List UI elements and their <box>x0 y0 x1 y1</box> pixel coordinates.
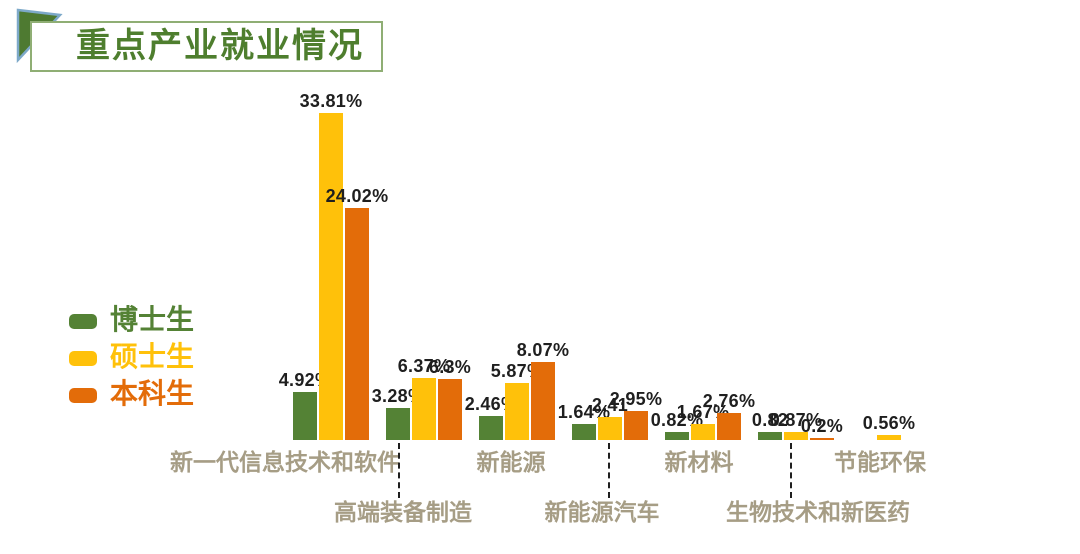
bar-doctoral-0 <box>293 392 317 440</box>
bar-undergraduate-1 <box>438 379 462 440</box>
bar-undergraduate-4 <box>717 413 741 440</box>
value-label-doctoral-4: 0.82% <box>650 410 704 430</box>
value-label-undergraduate-2: 8.07% <box>516 340 570 360</box>
bar-masters-6 <box>877 435 901 440</box>
bar-doctoral-5 <box>758 432 782 440</box>
value-label-undergraduate-5: 0.2% <box>800 416 844 436</box>
value-label-doctoral-1: 3.28% <box>371 386 425 406</box>
category-label-5: 生物技术和新医药 <box>726 499 910 525</box>
legend-label-doctoral: 博士生 <box>110 305 195 336</box>
bar-undergraduate-0 <box>345 208 369 440</box>
value-label-masters-5: 0.87% <box>769 410 823 430</box>
category-label-1: 高端装备制造 <box>334 499 472 525</box>
category-label-2: 新能源 <box>476 449 546 475</box>
bar-undergraduate-5 <box>810 438 834 440</box>
value-label-masters-3: 2.41 <box>591 395 629 415</box>
bar-masters-4 <box>691 424 715 440</box>
value-label-masters-0: 33.81% <box>299 91 363 111</box>
title-box: 重点产业就业情况 <box>30 21 383 72</box>
value-label-doctoral-5: 0.82 <box>751 410 789 430</box>
legend: 博士生 硕士生 本科生 <box>69 306 194 417</box>
legend-label-undergraduate: 本科生 <box>110 379 195 410</box>
value-label-undergraduate-1: 6.3% <box>428 357 472 377</box>
bar-masters-0 <box>319 113 343 440</box>
bar-doctoral-3 <box>572 424 596 440</box>
value-label-masters-1: 6.37% <box>397 356 451 376</box>
legend-item-doctoral: 博士生 <box>69 306 194 336</box>
bar-undergraduate-3 <box>624 411 648 440</box>
category-label-3: 新能源汽车 <box>544 499 660 525</box>
value-label-undergraduate-3: 2.95% <box>609 389 663 409</box>
bar-doctoral-2 <box>479 416 503 440</box>
value-label-doctoral-2: 2.46% <box>464 394 518 414</box>
bar-doctoral-1 <box>386 408 410 440</box>
value-label-masters-2: 5.87% <box>490 361 544 381</box>
legend-item-masters: 硕士生 <box>69 343 194 373</box>
legend-label-masters: 硕士生 <box>110 342 195 373</box>
bar-masters-5 <box>784 432 808 440</box>
value-label-masters-4: 1.67% <box>676 402 730 422</box>
legend-swatch-masters <box>69 350 97 366</box>
dash-connector-1 <box>398 443 400 498</box>
value-label-doctoral-0: 4.92% <box>278 370 332 390</box>
value-label-undergraduate-0: 24.02% <box>325 186 389 206</box>
bar-undergraduate-2 <box>531 362 555 440</box>
legend-swatch-undergraduate <box>69 387 97 403</box>
legend-item-undergraduate: 本科生 <box>69 380 194 410</box>
dash-connector-3 <box>608 443 610 498</box>
category-label-0: 新一代信息技术和软件 <box>170 449 400 475</box>
category-label-6: 节能环保 <box>834 449 926 475</box>
legend-swatch-doctoral <box>69 313 97 329</box>
page-title: 重点产业就业情况 <box>76 27 364 65</box>
category-label-4: 新材料 <box>664 449 734 475</box>
bar-masters-1 <box>412 378 436 440</box>
value-label-undergraduate-4: 2.76% <box>702 391 756 411</box>
dash-connector-5 <box>790 443 792 498</box>
value-label-doctoral-3: 1.64% <box>557 402 611 422</box>
bar-masters-3 <box>598 417 622 440</box>
bar-doctoral-4 <box>665 432 689 440</box>
bar-masters-2 <box>505 383 529 440</box>
value-label-masters-6: 0.56% <box>862 413 916 433</box>
